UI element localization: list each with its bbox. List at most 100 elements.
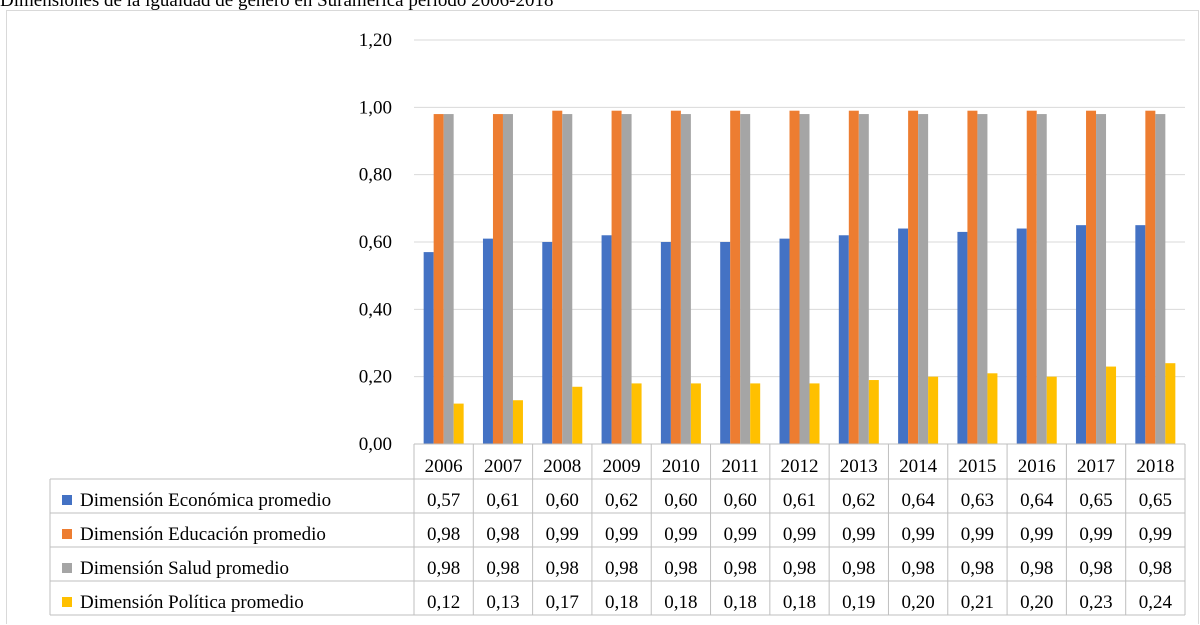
x-category-label: 2012 (781, 456, 819, 477)
data-label: 0,99 (724, 524, 757, 545)
bar-dimensi-n-salud-promedio-2017 (1096, 114, 1107, 445)
bar-dimensi-n-econ-mica-promedio-2011 (720, 242, 731, 444)
data-label: 0,98 (842, 558, 875, 579)
chart-frame (6, 10, 1199, 624)
data-label: 0,12 (427, 592, 460, 613)
bar-dimensi-n-econ-mica-promedio-2007 (482, 238, 493, 444)
bar-dimensi-n-educaci-n-promedio-2013 (848, 110, 859, 444)
x-category-label: 2013 (840, 456, 878, 477)
data-label: 0,99 (842, 524, 875, 545)
x-category-label: 2008 (543, 456, 581, 477)
data-label: 0,61 (486, 490, 519, 511)
series-name: Dimensión Política promedio (80, 592, 304, 613)
data-label: 0,99 (901, 524, 934, 545)
x-category-label: 2009 (603, 456, 641, 477)
legend-swatch (62, 563, 72, 573)
bar-dimensi-n-pol-tica-promedio-2017 (1106, 366, 1117, 444)
bar-dimensi-n-econ-mica-promedio-2010 (660, 242, 671, 444)
chart-title: Dimensiones de la igualdad de género en … (0, 0, 554, 11)
bar-dimensi-n-educaci-n-promedio-2010 (670, 110, 681, 444)
data-label: 0,20 (1020, 592, 1053, 613)
bar-dimensi-n-educaci-n-promedio-2007 (492, 114, 503, 445)
data-label: 0,98 (724, 558, 757, 579)
data-label: 0,98 (1079, 558, 1112, 579)
data-label: 0,98 (546, 558, 579, 579)
bar-dimensi-n-educaci-n-promedio-2011 (730, 110, 741, 444)
bar-dimensi-n-educaci-n-promedio-2006 (433, 114, 444, 445)
data-label: 0,98 (427, 524, 460, 545)
bar-dimensi-n-econ-mica-promedio-2008 (542, 242, 553, 444)
legend-swatch (62, 597, 72, 607)
x-category-label: 2007 (484, 456, 522, 477)
data-label: 0,65 (1079, 490, 1112, 511)
data-label: 0,60 (724, 490, 757, 511)
data-label: 0,18 (783, 592, 816, 613)
y-tick-label: 0,60 (359, 232, 392, 253)
bar-dimensi-n-pol-tica-promedio-2012 (809, 383, 820, 444)
data-label: 0,98 (605, 558, 638, 579)
bar-dimensi-n-econ-mica-promedio-2013 (838, 235, 849, 444)
x-category-label: 2016 (1018, 456, 1056, 477)
bar-dimensi-n-salud-promedio-2018 (1155, 114, 1166, 445)
data-label: 0,99 (1079, 524, 1112, 545)
data-label: 0,64 (901, 490, 935, 511)
bar-dimensi-n-salud-promedio-2008 (562, 114, 573, 445)
data-label: 0,61 (783, 490, 816, 511)
bar-dimensi-n-educaci-n-promedio-2008 (552, 110, 563, 444)
data-label: 0,99 (1020, 524, 1053, 545)
data-label: 0,18 (605, 592, 638, 613)
x-category-label: 2015 (958, 456, 996, 477)
y-tick-label: 0,80 (359, 165, 392, 186)
bar-dimensi-n-pol-tica-promedio-2008 (572, 386, 583, 444)
data-label: 0,98 (486, 524, 519, 545)
bar-dimensi-n-educaci-n-promedio-2015 (967, 110, 978, 444)
data-label: 0,98 (664, 558, 697, 579)
bar-dimensi-n-salud-promedio-2014 (918, 114, 929, 445)
data-label: 0,62 (605, 490, 638, 511)
x-category-label: 2014 (899, 456, 938, 477)
data-label: 0,17 (546, 592, 579, 613)
x-category-label: 2011 (722, 456, 759, 477)
bar-dimensi-n-pol-tica-promedio-2010 (690, 383, 701, 444)
x-category-label: 2010 (662, 456, 700, 477)
x-category-label: 2017 (1077, 456, 1115, 477)
data-label: 0,99 (605, 524, 638, 545)
y-tick-label: 1,20 (359, 30, 392, 51)
bar-dimensi-n-educaci-n-promedio-2016 (1026, 110, 1037, 444)
data-label: 0,98 (901, 558, 934, 579)
data-label: 0,19 (842, 592, 875, 613)
data-label: 0,21 (961, 592, 994, 613)
bar-dimensi-n-pol-tica-promedio-2018 (1165, 363, 1176, 444)
data-label: 0,18 (664, 592, 697, 613)
bar-dimensi-n-econ-mica-promedio-2016 (1016, 228, 1027, 444)
y-axis: 0,00 0,20 0,40 0,60 0,80 1,00 1,20 (359, 30, 392, 455)
bar-dimensi-n-econ-mica-promedio-2009 (601, 235, 612, 444)
legend-swatch (62, 495, 72, 505)
y-tick-label: 1,00 (359, 97, 392, 118)
data-label: 0,23 (1079, 592, 1112, 613)
bar-dimensi-n-pol-tica-promedio-2016 (1046, 376, 1057, 444)
data-label: 0,99 (961, 524, 994, 545)
bar-dimensi-n-salud-promedio-2012 (799, 114, 810, 445)
bar-dimensi-n-econ-mica-promedio-2015 (957, 231, 968, 444)
data-label: 0,63 (961, 490, 994, 511)
bar-dimensi-n-pol-tica-promedio-2015 (987, 373, 998, 444)
bar-dimensi-n-educaci-n-promedio-2014 (908, 110, 919, 444)
y-tick-label: 0,40 (359, 299, 392, 320)
bars (423, 110, 1176, 445)
legend-swatch (62, 529, 72, 539)
bar-dimensi-n-pol-tica-promedio-2009 (631, 383, 642, 444)
bar-dimensi-n-econ-mica-promedio-2014 (898, 228, 909, 444)
data-label: 0,18 (724, 592, 757, 613)
bar-dimensi-n-educaci-n-promedio-2017 (1086, 110, 1097, 444)
data-label: 0,20 (901, 592, 934, 613)
bar-dimensi-n-pol-tica-promedio-2006 (453, 403, 464, 444)
bar-dimensi-n-salud-promedio-2015 (977, 114, 988, 445)
bar-dimensi-n-educaci-n-promedio-2018 (1145, 110, 1156, 444)
data-label: 0,98 (427, 558, 460, 579)
bar-dimensi-n-salud-promedio-2010 (680, 114, 691, 445)
data-label: 0,99 (1139, 524, 1172, 545)
data-label: 0,99 (664, 524, 697, 545)
series-name: Dimensión Económica promedio (80, 490, 331, 511)
bar-dimensi-n-salud-promedio-2016 (1036, 114, 1047, 445)
